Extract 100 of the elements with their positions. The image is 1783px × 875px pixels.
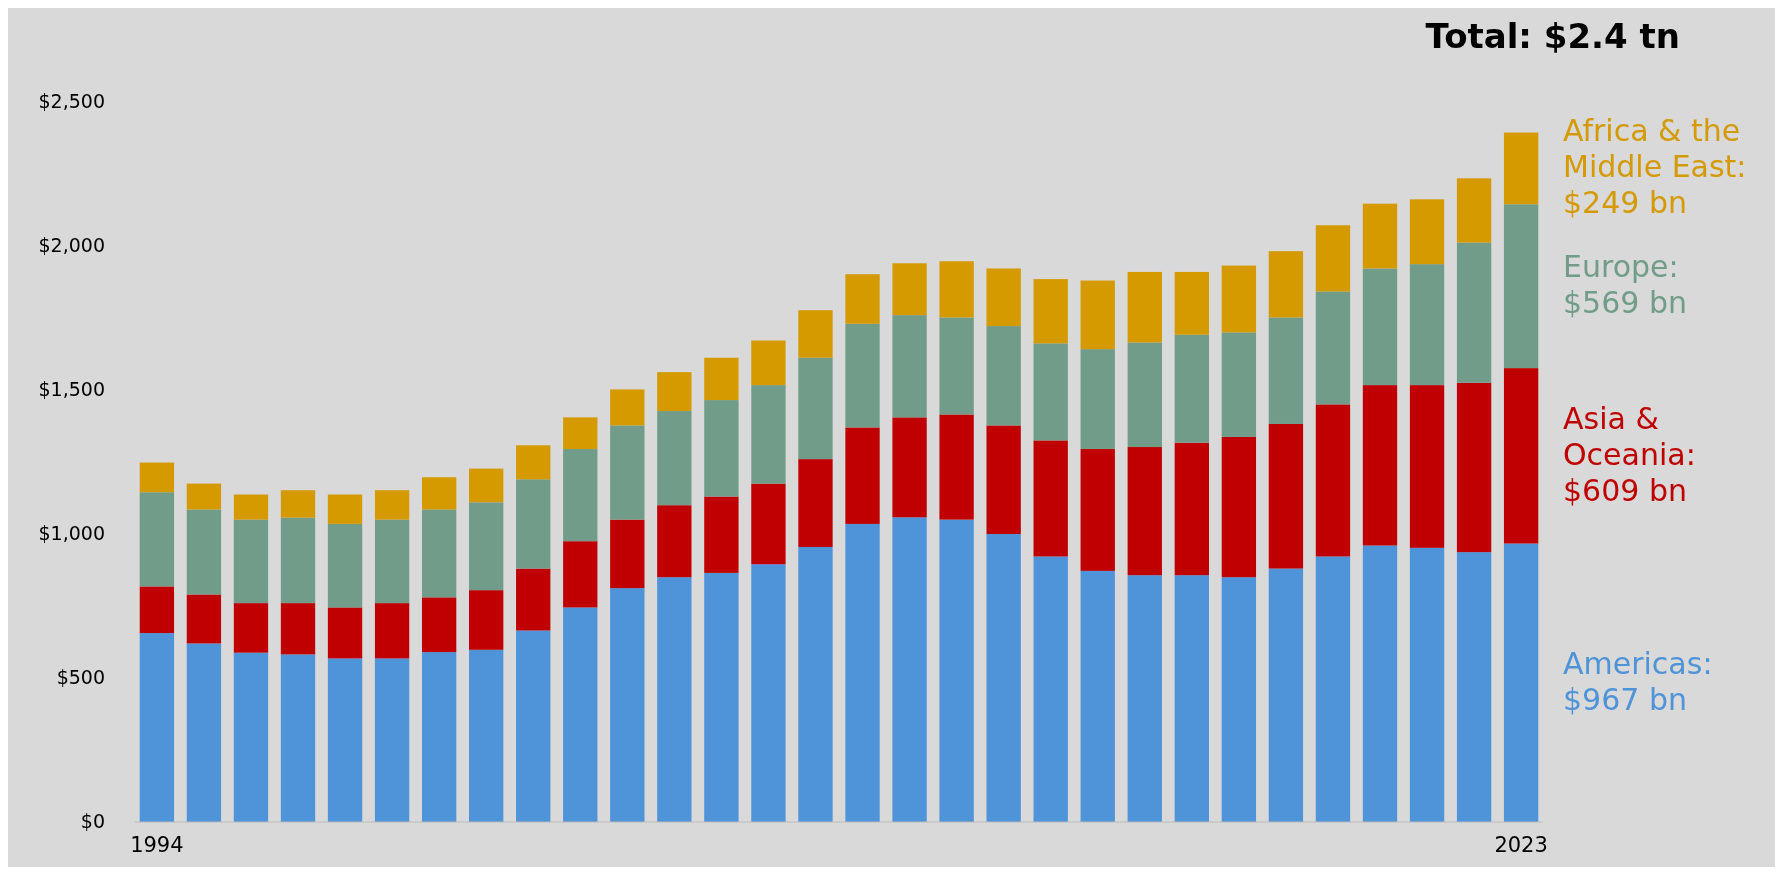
bar xyxy=(516,630,551,822)
bar xyxy=(1174,442,1209,576)
bar xyxy=(1409,547,1445,822)
bar xyxy=(845,274,880,324)
bar xyxy=(233,652,269,822)
series-label: Europe: $569 bn xyxy=(1563,248,1687,320)
bar xyxy=(1362,203,1398,269)
bar xyxy=(1033,556,1068,822)
y-tick-label: $2,500 xyxy=(38,89,105,112)
series-label: Americas: $967 bn xyxy=(1563,645,1713,717)
bar xyxy=(327,494,363,524)
bar xyxy=(1080,570,1115,822)
bar xyxy=(1503,543,1539,822)
bar xyxy=(233,519,269,604)
bar xyxy=(186,483,222,510)
bar xyxy=(798,546,833,822)
bar xyxy=(1033,279,1068,344)
bar xyxy=(469,590,504,650)
bar xyxy=(1221,577,1257,822)
bar xyxy=(186,509,222,595)
bar xyxy=(327,523,363,608)
bar xyxy=(1080,280,1115,350)
bar xyxy=(986,326,1021,426)
bar xyxy=(610,519,645,589)
bar xyxy=(798,459,833,547)
x-tick-label: 1994 xyxy=(130,833,184,857)
bar xyxy=(1409,385,1445,548)
bar xyxy=(892,263,927,316)
bar xyxy=(610,389,645,426)
bar xyxy=(374,490,410,520)
bar xyxy=(939,414,974,520)
bar xyxy=(1315,225,1351,292)
chart-title: Total: $2.4 tn xyxy=(1425,16,1680,56)
bar xyxy=(1362,385,1398,546)
bar xyxy=(1033,343,1068,441)
bar xyxy=(280,517,316,604)
bar xyxy=(1315,291,1351,405)
bar xyxy=(516,445,551,480)
bar xyxy=(1503,368,1539,544)
bar xyxy=(516,479,551,569)
bar xyxy=(657,505,692,578)
bar xyxy=(233,494,269,520)
bar xyxy=(1456,178,1492,243)
bar xyxy=(892,517,927,822)
bar xyxy=(939,519,974,822)
bar xyxy=(374,519,410,604)
bar xyxy=(1268,251,1304,318)
bar xyxy=(139,633,175,822)
bar xyxy=(421,652,457,822)
y-tick-label: $2,000 xyxy=(38,233,105,256)
bar xyxy=(374,603,410,659)
bar xyxy=(845,323,880,428)
bar xyxy=(280,603,316,655)
bar xyxy=(1503,132,1539,205)
bar xyxy=(704,496,739,573)
series-label: Asia & Oceania: $609 bn xyxy=(1563,400,1696,508)
bar xyxy=(421,477,457,510)
bar xyxy=(1409,264,1445,386)
bar xyxy=(1080,349,1115,450)
x-tick-label: 2023 xyxy=(1494,833,1548,857)
bar xyxy=(186,594,222,644)
bar xyxy=(469,649,504,822)
bar xyxy=(563,449,598,542)
bar xyxy=(563,541,598,608)
bar xyxy=(845,523,880,822)
bar xyxy=(1315,404,1351,557)
bar xyxy=(1127,575,1162,822)
bar xyxy=(610,425,645,520)
bar xyxy=(421,509,457,598)
bar xyxy=(1362,268,1398,386)
bar xyxy=(1315,556,1351,822)
bar xyxy=(421,597,457,653)
bar xyxy=(892,315,927,418)
bar xyxy=(1268,317,1304,424)
bar xyxy=(280,654,316,822)
bar xyxy=(374,658,410,822)
bar xyxy=(1080,449,1115,571)
bar xyxy=(892,417,927,518)
bar xyxy=(657,411,692,506)
bar xyxy=(327,607,363,659)
bar xyxy=(939,317,974,415)
bar xyxy=(751,483,786,565)
bar xyxy=(469,502,504,591)
bar xyxy=(1456,242,1492,383)
bar xyxy=(186,643,222,822)
y-tick-label: $1,000 xyxy=(38,521,105,544)
bar xyxy=(751,340,786,386)
bar xyxy=(139,586,175,634)
bar xyxy=(1362,545,1398,822)
bar xyxy=(986,534,1021,822)
bar xyxy=(751,385,786,484)
y-tick-label: $0 xyxy=(80,809,105,832)
bar xyxy=(704,357,739,401)
bar xyxy=(469,468,504,503)
bar xyxy=(139,462,175,493)
bar xyxy=(139,492,175,587)
bar xyxy=(798,357,833,460)
bar xyxy=(751,564,786,822)
bar xyxy=(845,427,880,524)
bar xyxy=(1174,271,1209,335)
